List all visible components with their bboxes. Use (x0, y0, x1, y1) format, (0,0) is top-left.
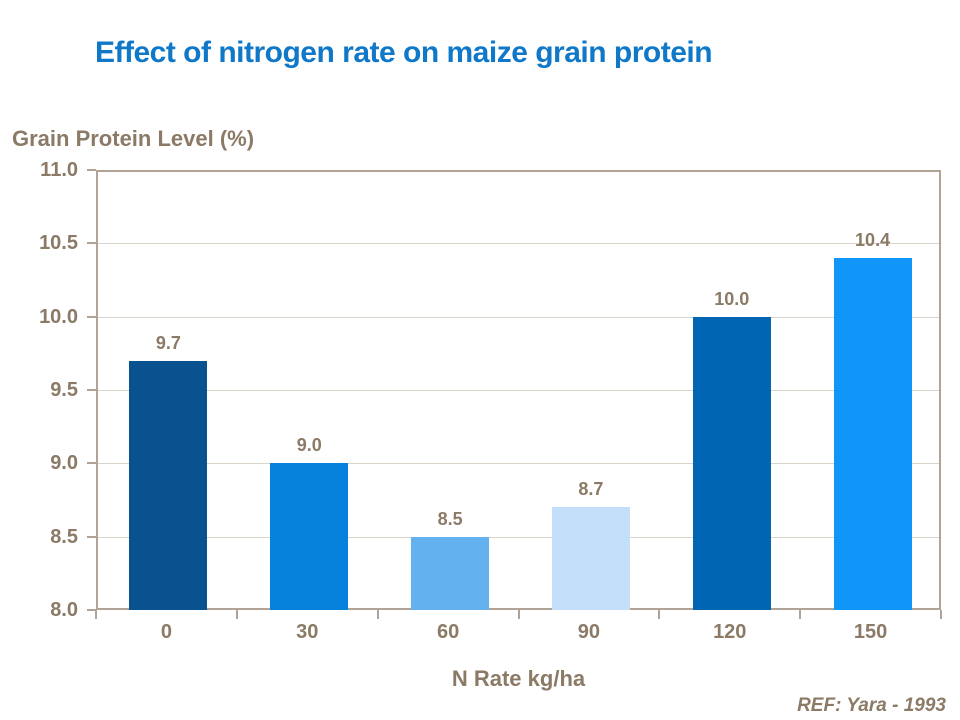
bar-value-label: 10.4 (855, 230, 891, 250)
y-tick-mark (87, 462, 96, 465)
y-tick-label: 8.5 (50, 525, 78, 548)
bar-value-label: 9.0 (296, 435, 322, 456)
y-tick-mark (87, 242, 96, 245)
x-tick-mark (376, 610, 379, 619)
bar (129, 360, 208, 610)
x-tick-label: 30 (296, 621, 319, 643)
chart-title: Effect of nitrogen rate on maize grain p… (95, 36, 713, 69)
gridline (98, 390, 939, 391)
x-tick-label: 120 (713, 621, 747, 643)
bar-value-label: 9.7 (155, 332, 181, 353)
bar-value-label: 8.7 (578, 479, 604, 500)
bar (551, 507, 630, 610)
x-tick-label: 0 (160, 621, 172, 643)
bar (270, 463, 349, 610)
bar (411, 536, 490, 610)
gridline (98, 536, 939, 538)
gridline (98, 316, 939, 318)
y-tick-label: 10.5 (39, 232, 78, 255)
bar-value-label: 10.0 (714, 288, 750, 309)
bar (692, 316, 771, 610)
reference-note: REF: Yara - 1993 (797, 695, 946, 716)
y-tick-mark (87, 535, 96, 538)
y-tick-label: 8.0 (50, 599, 78, 621)
y-tick-label: 10.0 (39, 305, 78, 328)
bar-value-label: 8.5 (437, 508, 463, 529)
x-tick-mark (95, 610, 97, 619)
gridline (98, 243, 939, 245)
gridline (98, 463, 939, 465)
y-tick-label: 11.0 (40, 159, 78, 181)
y-tick-mark (87, 609, 96, 611)
x-tick-label: 60 (436, 621, 460, 643)
x-tick-mark (658, 610, 661, 619)
y-tick-label: 9.5 (50, 379, 78, 401)
y-axis-title: Grain Protein Level (%) (12, 126, 255, 151)
y-tick-label: 9.0 (50, 452, 78, 475)
x-axis-title: N Rate kg/ha (451, 666, 586, 691)
x-tick-mark (517, 610, 520, 619)
x-tick-mark (235, 610, 238, 619)
y-tick-mark (87, 389, 96, 391)
x-tick-label: 150 (853, 621, 888, 643)
y-tick-mark (87, 169, 96, 171)
plot-area: 9.7 9.0 8.5 8.7 10.0 10.4 (96, 170, 941, 610)
x-tick-mark (940, 610, 942, 619)
x-tick-mark (799, 610, 802, 619)
bar (833, 258, 912, 610)
x-tick-label: 90 (577, 621, 601, 643)
y-tick-mark (87, 315, 96, 318)
